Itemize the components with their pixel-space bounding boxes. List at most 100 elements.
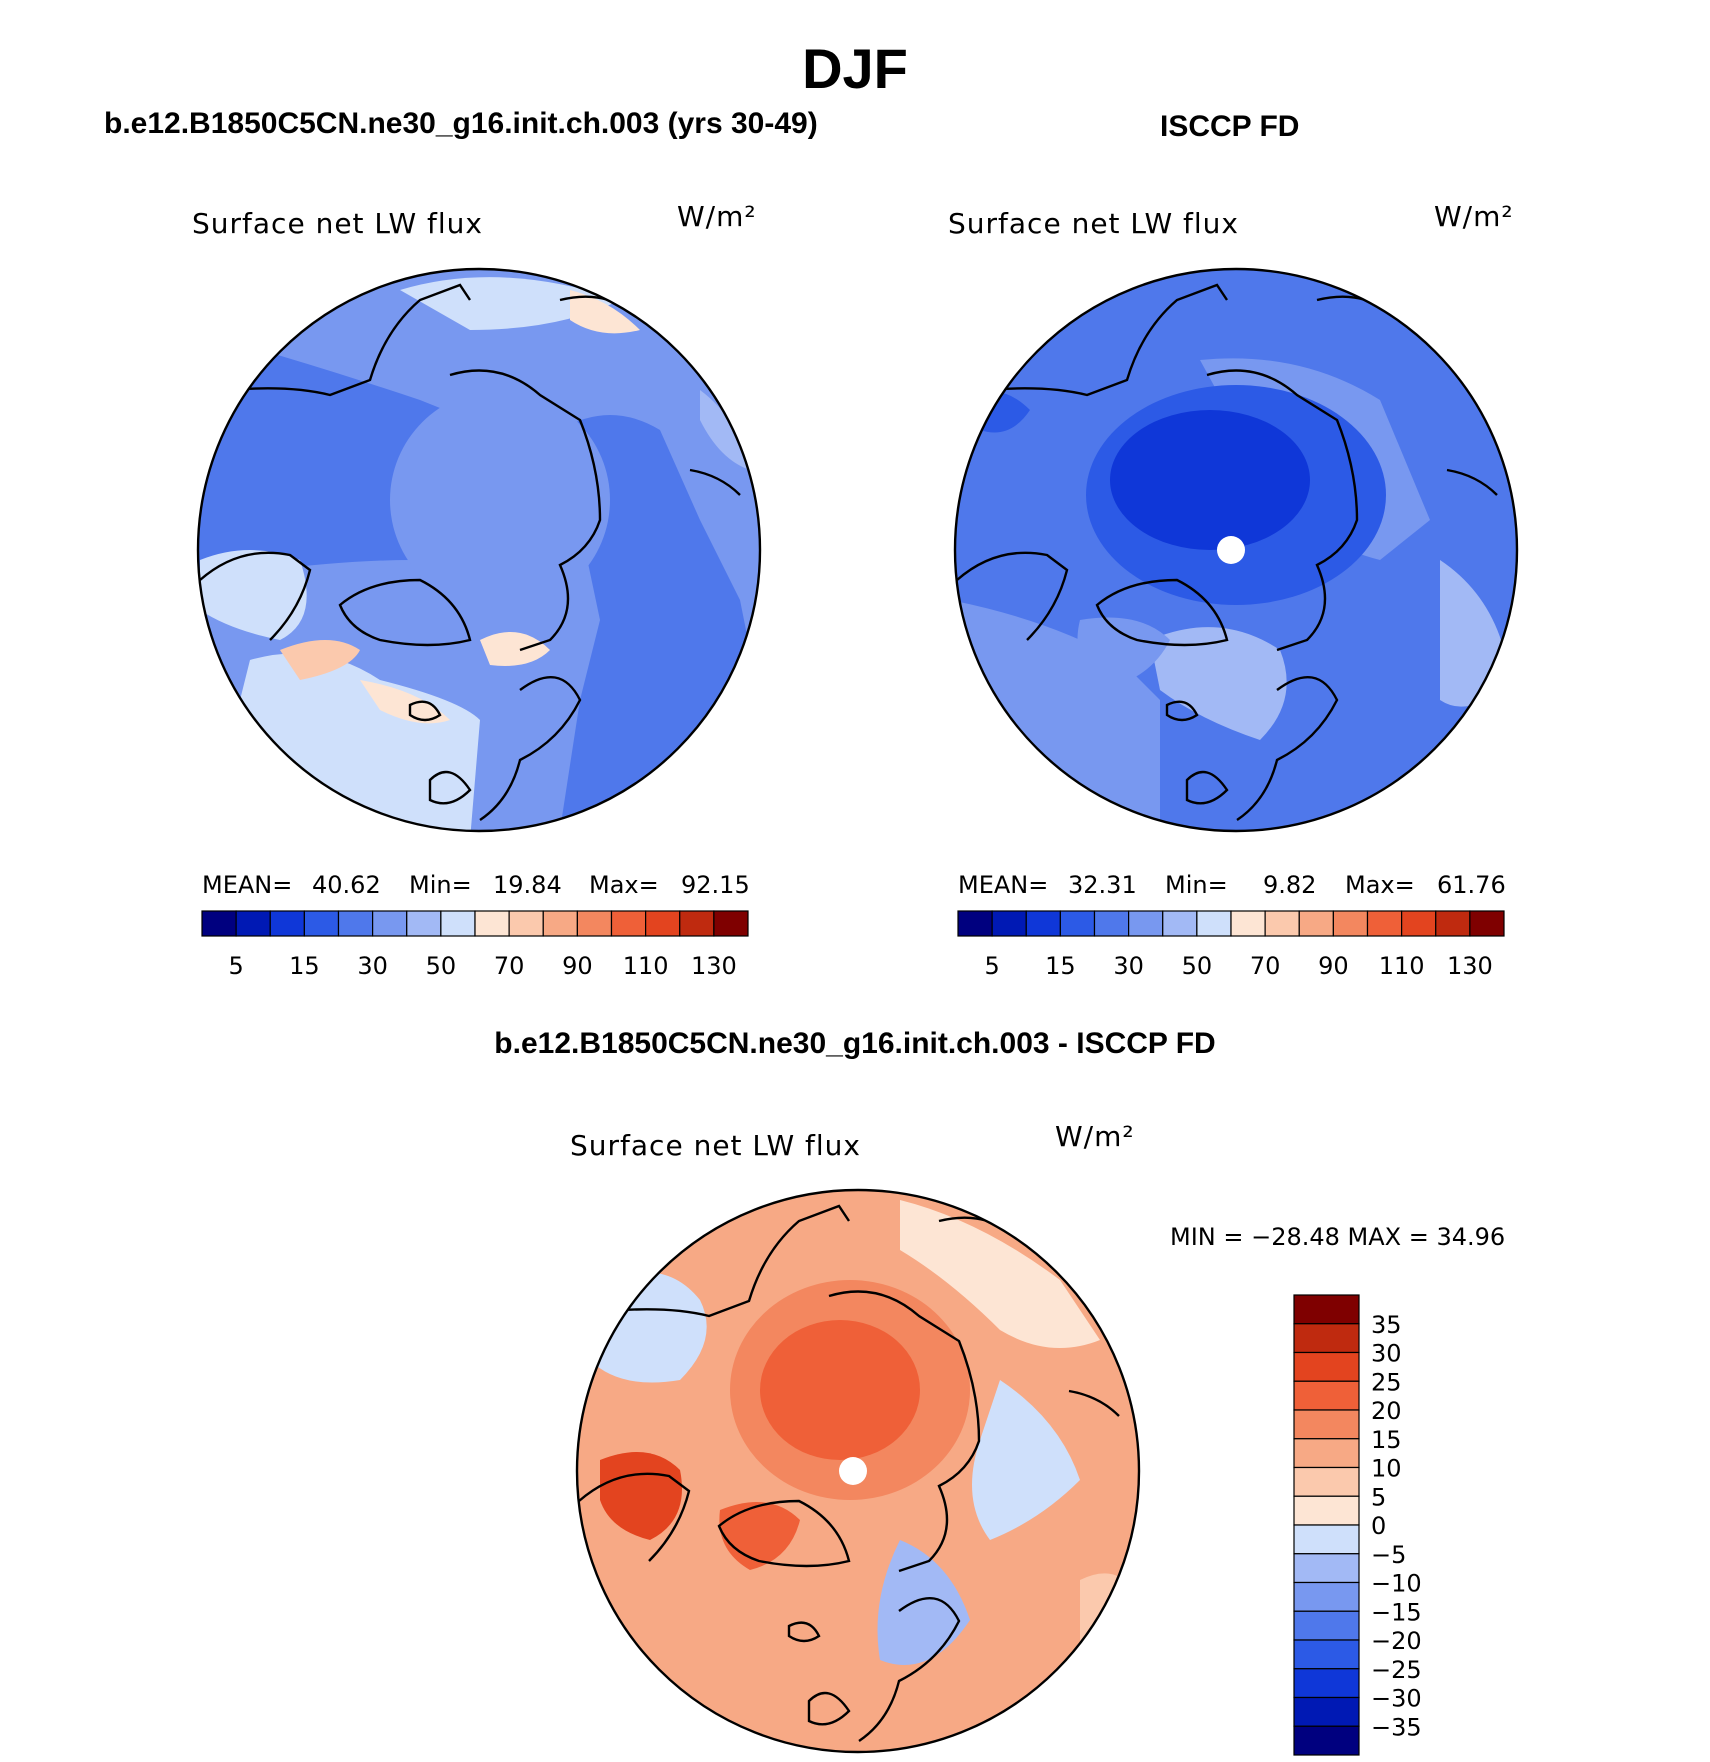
obs-colorbar-tick: 130 xyxy=(1447,952,1493,980)
model-colorbar-tick: 5 xyxy=(228,952,243,980)
diff-variable-label: Surface net LW flux xyxy=(570,1129,861,1162)
obs-map-boundary xyxy=(953,267,1519,833)
obs-colorbar-swatch xyxy=(1093,910,1130,937)
diff-colorbar-swatch xyxy=(1293,1466,1360,1497)
model-colorbar-swatch xyxy=(474,910,510,937)
diff-units-label: W/m² xyxy=(1055,1120,1135,1153)
diff-colorbar-tick: 35 xyxy=(1371,1311,1402,1339)
obs-colorbar-tick: 30 xyxy=(1113,952,1144,980)
diff-colorbar-swatch xyxy=(1293,1380,1360,1411)
model-colorbar-tick: 30 xyxy=(357,952,388,980)
diff-colorbar-tick: −5 xyxy=(1371,1541,1406,1569)
diff-colorbar-swatch xyxy=(1293,1524,1360,1555)
obs-max-label: Max= xyxy=(1345,871,1415,899)
model-variable-label: Surface net LW flux xyxy=(192,207,483,240)
obs-colorbar-swatch xyxy=(1366,910,1403,937)
model-panel-subtitle: b.e12.B1850C5CN.ne30_g16.init.ch.003 (yr… xyxy=(104,107,818,140)
diff-colorbar-swatch xyxy=(1293,1581,1360,1612)
obs-coastlines xyxy=(956,283,1498,821)
obs-colorbar-tick: 70 xyxy=(1250,952,1281,980)
diff-colorbar-tick: 20 xyxy=(1371,1397,1402,1425)
model-map-boundary xyxy=(196,267,762,833)
model-colorbar-tick: 110 xyxy=(623,952,669,980)
diff-colorbar-swatch xyxy=(1293,1696,1360,1727)
diff-colorbar-tick: −30 xyxy=(1371,1685,1422,1713)
obs-pole-missing-data xyxy=(1217,536,1245,564)
model-colorbar-swatch xyxy=(201,910,237,937)
diff-colorbar-tick: −20 xyxy=(1371,1627,1422,1655)
diff-colorbar-tick: 0 xyxy=(1371,1512,1386,1540)
diff-minmax-text: MIN = −28.48 MAX = 34.96 xyxy=(1170,1223,1505,1251)
model-mean-value: 40.62 xyxy=(312,871,381,899)
model-min-value: 19.84 xyxy=(493,871,562,899)
diff-colorbar-swatch xyxy=(1293,1668,1360,1699)
diff-map-boundary xyxy=(575,1188,1141,1754)
model-max-label: Max= xyxy=(589,871,659,899)
diff-colorbar-tick: −35 xyxy=(1371,1713,1422,1741)
model-colorbar-swatch xyxy=(508,910,544,937)
diff-colorbar-swatch xyxy=(1293,1294,1360,1325)
model-units-label: W/m² xyxy=(677,200,757,233)
model-colorbar-swatch xyxy=(235,910,271,937)
obs-colorbar-tick: 110 xyxy=(1379,952,1425,980)
obs-colorbar-swatch xyxy=(1059,910,1096,937)
obs-colorbar-swatch xyxy=(957,910,993,937)
diff-colorbar-tick: 10 xyxy=(1371,1455,1402,1483)
model-colorbar-swatch xyxy=(679,910,715,937)
obs-colorbar-swatch xyxy=(1196,910,1232,937)
obs-colorbar-swatch xyxy=(1162,910,1198,937)
model-colorbar-tick: 50 xyxy=(426,952,457,980)
model-colorbar-swatch xyxy=(269,910,305,937)
obs-colorbar-swatch xyxy=(1435,910,1471,937)
model-coastlines xyxy=(199,283,741,821)
model-polar-map xyxy=(196,267,762,833)
model-colorbar-tick: 70 xyxy=(494,952,525,980)
obs-colorbar: 5 15 30 50 70 90 110 130 xyxy=(957,910,1505,980)
obs-colorbar-swatch xyxy=(1298,910,1334,937)
model-colorbar-swatch xyxy=(645,910,681,937)
diff-colorbar-swatch xyxy=(1293,1351,1360,1382)
diff-coastlines xyxy=(578,1204,1120,1742)
model-colorbar: 5 15 30 50 70 90 110 130 xyxy=(201,910,749,980)
diff-polar-map xyxy=(575,1188,1141,1754)
obs-min-label: Min= xyxy=(1165,871,1228,899)
model-colorbar-swatch xyxy=(713,910,749,937)
diff-colorbar-tick: −15 xyxy=(1371,1598,1422,1626)
diff-colorbar-tick: 15 xyxy=(1371,1426,1402,1454)
diff-colorbar-swatch xyxy=(1293,1495,1360,1526)
obs-mean-value: 32.31 xyxy=(1068,871,1137,899)
obs-max-value: 61.76 xyxy=(1437,871,1506,899)
diff-colorbar-tick: 25 xyxy=(1371,1368,1402,1396)
diff-colorbar-tick: −25 xyxy=(1371,1656,1422,1684)
diff-panel-subtitle: b.e12.B1850C5CN.ne30_g16.init.ch.003 - I… xyxy=(494,1027,1216,1060)
obs-units-label: W/m² xyxy=(1434,200,1514,233)
diff-colorbar-swatch xyxy=(1293,1323,1360,1354)
diff-colorbar-swatch xyxy=(1293,1438,1360,1469)
obs-colorbar-tick: 50 xyxy=(1182,952,1213,980)
model-field-fill xyxy=(198,269,760,831)
diff-colorbar-swatch xyxy=(1293,1725,1360,1756)
obs-colorbar-tick: 5 xyxy=(984,952,999,980)
diff-colorbar-swatch xyxy=(1293,1553,1360,1584)
diff-colorbar-swatch xyxy=(1293,1610,1360,1641)
model-min-label: Min= xyxy=(409,871,472,899)
obs-colorbar-swatch xyxy=(1128,910,1164,937)
obs-mean-label: MEAN= xyxy=(958,871,1048,899)
obs-colorbar-swatch xyxy=(1025,910,1061,937)
diff-colorbar-swatch xyxy=(1293,1409,1360,1440)
model-colorbar-swatch xyxy=(542,910,578,937)
model-colorbar-tick: 130 xyxy=(691,952,737,980)
model-colorbar-swatch xyxy=(440,910,476,937)
model-mean-label: MEAN= xyxy=(202,871,292,899)
obs-panel-subtitle: ISCCP FD xyxy=(1160,110,1300,143)
model-colorbar-swatch xyxy=(576,910,613,937)
model-colorbar-tick: 90 xyxy=(562,952,593,980)
obs-colorbar-swatch xyxy=(1401,910,1437,937)
model-colorbar-swatch xyxy=(337,910,374,937)
obs-colorbar-tick: 90 xyxy=(1318,952,1349,980)
diff-colorbar-tick: −10 xyxy=(1371,1570,1422,1598)
model-colorbar-swatch xyxy=(372,910,408,937)
diff-colorbar-tick: 30 xyxy=(1371,1340,1402,1368)
